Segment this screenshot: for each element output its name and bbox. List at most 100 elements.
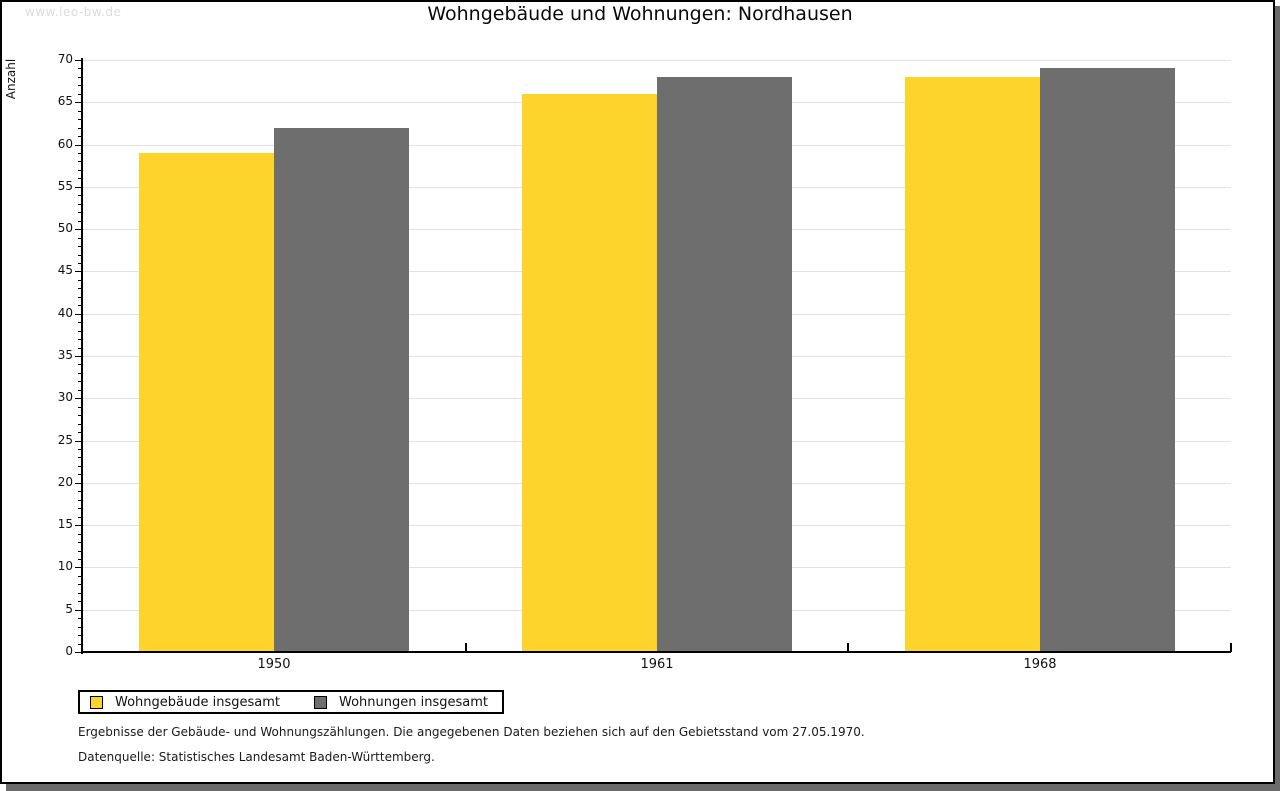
y-minor-tick (78, 364, 81, 365)
footnote-source: Datenquelle: Statistisches Landesamt Bad… (78, 750, 435, 764)
y-major-tick (75, 356, 81, 357)
y-minor-tick (78, 212, 81, 213)
y-minor-tick (78, 415, 81, 416)
y-tick-label: 25 (57, 433, 73, 447)
y-major-tick (75, 271, 81, 272)
y-minor-tick (78, 68, 81, 69)
bar-wohnungen-1961 (657, 77, 792, 652)
y-minor-tick (78, 348, 81, 349)
y-tick-label: 70 (57, 52, 73, 66)
footnote-description: Ergebnisse der Gebäude- und Wohnungszähl… (78, 725, 865, 739)
y-minor-tick (78, 432, 81, 433)
y-tick-label: 30 (57, 390, 73, 404)
y-minor-tick (78, 542, 81, 543)
y-minor-tick (78, 246, 81, 247)
y-minor-tick (78, 305, 81, 306)
y-minor-tick (78, 178, 81, 179)
x-boundary-tick (1230, 643, 1232, 652)
legend-label: Wohngebäude insgesamt (115, 694, 280, 710)
y-major-tick (75, 102, 81, 103)
y-minor-tick (78, 153, 81, 154)
y-tick-label: 45 (57, 263, 73, 277)
y-minor-tick (78, 635, 81, 636)
y-tick-label: 20 (57, 475, 73, 489)
legend-swatch-yellow (90, 695, 103, 709)
y-minor-tick (78, 128, 81, 129)
chart-title: Wohngebäude und Wohnungen: Nordhausen (427, 3, 853, 25)
bar-wohngebäude-1950 (139, 153, 274, 652)
x-tick-label: 1968 (1023, 657, 1057, 672)
y-tick-label: 10 (57, 559, 73, 573)
bar-wohnungen-1968 (1040, 68, 1175, 652)
y-minor-tick (78, 280, 81, 281)
watermark-url: www.leo-bw.de (25, 5, 122, 19)
x-tick-label: 1961 (640, 657, 674, 672)
y-minor-tick (78, 491, 81, 492)
y-major-tick (75, 314, 81, 315)
gridline (83, 60, 1231, 61)
x-axis-line (81, 651, 1231, 653)
y-minor-tick (78, 288, 81, 289)
legend-item-wohnungen: Wohnungen insgesamt (314, 695, 488, 710)
y-minor-tick (78, 593, 81, 594)
y-minor-tick (78, 170, 81, 171)
y-minor-tick (78, 644, 81, 645)
y-minor-tick (78, 474, 81, 475)
y-minor-tick (78, 517, 81, 518)
x-tick-label: 1950 (257, 657, 291, 672)
y-tick-label: 0 (65, 644, 73, 658)
y-minor-tick (78, 373, 81, 374)
y-minor-tick (78, 407, 81, 408)
y-minor-tick (78, 500, 81, 501)
y-major-tick (75, 187, 81, 188)
y-minor-tick (78, 449, 81, 450)
y-tick-label: 65 (57, 94, 73, 108)
legend-box: Wohngebäude insgesamt Wohnungen insgesam… (78, 690, 504, 714)
y-tick-label: 35 (57, 348, 73, 362)
page-shadow-bottom (6, 784, 1280, 791)
bar-wohngebäude-1968 (905, 77, 1040, 652)
y-major-tick (75, 610, 81, 611)
y-minor-tick (78, 601, 81, 602)
y-major-tick (75, 567, 81, 568)
bar-wohnungen-1950 (274, 128, 409, 652)
legend-label: Wohnungen insgesamt (339, 694, 488, 710)
y-major-tick (75, 60, 81, 61)
y-minor-tick (78, 508, 81, 509)
y-axis-line (81, 58, 83, 654)
y-minor-tick (78, 77, 81, 78)
y-minor-tick (78, 119, 81, 120)
page-shadow-right (1275, 6, 1280, 791)
y-minor-tick (78, 221, 81, 222)
y-axis-title: Anzahl (4, 58, 18, 100)
y-major-tick (75, 652, 81, 653)
y-minor-tick (78, 297, 81, 298)
y-minor-tick (78, 339, 81, 340)
y-tick-label: 5 (65, 602, 73, 616)
y-minor-tick (78, 559, 81, 560)
y-minor-tick (78, 111, 81, 112)
y-minor-tick (78, 195, 81, 196)
y-minor-tick (78, 331, 81, 332)
y-major-tick (75, 398, 81, 399)
y-tick-label: 55 (57, 179, 73, 193)
y-minor-tick (78, 161, 81, 162)
bar-wohngebäude-1961 (522, 94, 657, 652)
y-tick-label: 50 (57, 221, 73, 235)
y-minor-tick (78, 322, 81, 323)
y-minor-tick (78, 424, 81, 425)
y-tick-label: 60 (57, 137, 73, 151)
y-minor-tick (78, 457, 81, 458)
y-minor-tick (78, 263, 81, 264)
y-minor-tick (78, 390, 81, 391)
y-minor-tick (78, 627, 81, 628)
y-major-tick (75, 145, 81, 146)
y-minor-tick (78, 576, 81, 577)
y-major-tick (75, 441, 81, 442)
x-boundary-tick (847, 643, 849, 652)
legend-item-wohngebaeude: Wohngebäude insgesamt (90, 695, 280, 710)
y-minor-tick (78, 584, 81, 585)
legend-swatch-gray (314, 695, 327, 709)
y-minor-tick (78, 381, 81, 382)
